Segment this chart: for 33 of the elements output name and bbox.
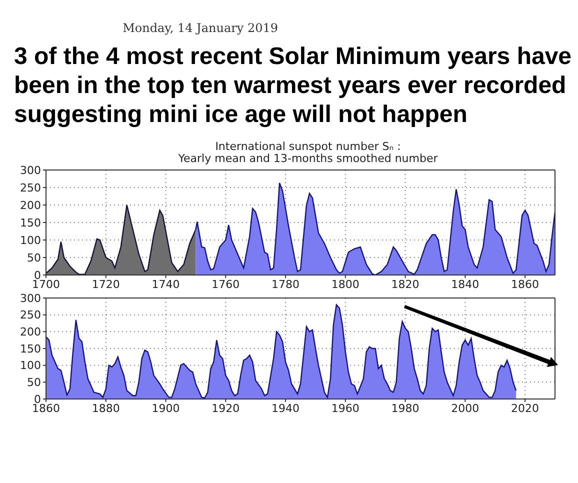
x-tick-label: 2020 [511, 402, 540, 415]
x-tick-label: 1780 [272, 278, 300, 291]
x-tick-label: 1800 [331, 278, 360, 291]
y-tick-label: 50 [27, 376, 41, 390]
y-tick-label: 300 [20, 292, 41, 305]
y-tick-label: 200 [20, 198, 41, 212]
x-tick-label: 1920 [212, 402, 240, 415]
y-tick-label: 50 [27, 251, 41, 264]
y-tick-label: 150 [20, 216, 41, 230]
x-tick-label: 1900 [152, 402, 180, 415]
y-tick-label: 200 [20, 326, 41, 339]
x-tick-label: 1880 [92, 402, 120, 415]
chart-subtitle: International sunspot number Sₙ : Yearly mean and 13-months smoothed number [177, 140, 439, 165]
y-tick-label: 250 [20, 181, 41, 194]
y-tick-label: 300 [20, 164, 41, 177]
y-tick-label: 100 [20, 359, 41, 372]
y-tick-label: 250 [20, 308, 41, 322]
x-tick-label: 1740 [152, 278, 180, 291]
x-tick-label: 1820 [391, 278, 420, 291]
x-tick-label: 1700 [32, 278, 60, 291]
x-tick-label: 1860 [511, 278, 540, 291]
x-tick-label: 1720 [92, 278, 120, 291]
x-tick-label: 1980 [391, 402, 420, 415]
x-tick-label: 1860 [32, 402, 60, 415]
x-tick-label: 2000 [451, 402, 480, 415]
x-tick-label: 1840 [451, 278, 480, 291]
x-tick-label: 1940 [272, 402, 300, 415]
text: Monday, 14 January 2019 [122, 21, 278, 35]
y-tick-label: 100 [20, 234, 41, 247]
y-tick-label: 150 [20, 342, 41, 356]
x-tick-label: 1960 [331, 402, 360, 415]
x-tick-label: 1760 [212, 278, 240, 291]
chart-title: 3 of the 4 most recent Solar Minimum years have been in the top ten warmest years ever recorded suggesting mini ice age will not happen [14, 42, 573, 129]
